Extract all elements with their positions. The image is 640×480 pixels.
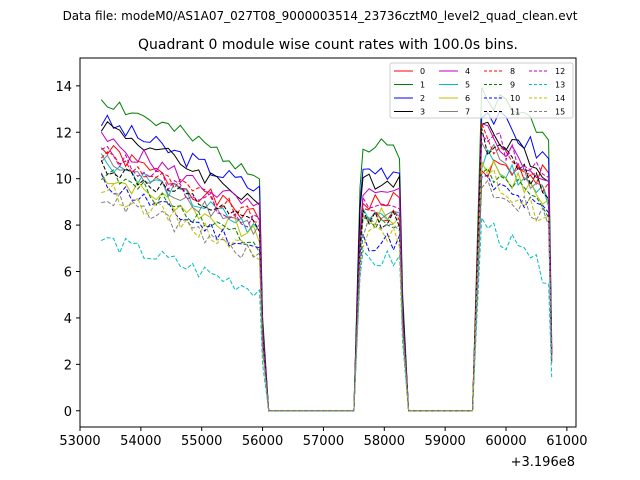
x-tick-label: 60000 — [485, 434, 526, 449]
x-tick-label: 58000 — [364, 434, 405, 449]
series-line-11 — [100, 128, 553, 412]
legend-box — [389, 62, 574, 119]
legend-label-11: 11 — [510, 108, 520, 117]
y-tick-label: 2 — [64, 358, 72, 373]
y-tick-label: 4 — [64, 312, 72, 327]
x-tick-label: 54000 — [120, 434, 161, 449]
y-axis: 0 2 4 6 8 10 12 14 — [55, 80, 80, 420]
series-line-9 — [100, 167, 553, 412]
legend-label-9: 9 — [510, 81, 515, 90]
x-tick-label: 55000 — [181, 434, 222, 449]
y-tick-label: 10 — [55, 173, 72, 188]
legend-label-4: 4 — [465, 67, 470, 76]
series-line-6 — [100, 159, 553, 412]
legend-label-0: 0 — [420, 67, 425, 76]
legend-label-2: 2 — [420, 94, 425, 103]
x-tick-label: 61000 — [546, 434, 587, 449]
series-line-15 — [101, 179, 553, 412]
series-line-13 — [101, 216, 553, 412]
chart-suptitle: Data file: modeM0/AS1A07_027T08_90000035… — [63, 9, 578, 23]
plot-frame — [79, 57, 577, 428]
series-line-2 — [100, 110, 553, 412]
series-lines — [100, 87, 553, 412]
x-tick-label: 59000 — [424, 434, 465, 449]
legend-label-3: 3 — [420, 108, 425, 117]
series-line-12 — [101, 132, 553, 412]
legend-label-1: 1 — [420, 81, 425, 90]
legend-label-7: 7 — [465, 108, 470, 117]
legend-label-14: 14 — [555, 94, 565, 103]
legend-label-12: 12 — [555, 67, 565, 76]
chart-title: Quadrant 0 module wise count rates with … — [138, 37, 518, 53]
series-line-10 — [100, 173, 553, 412]
x-tick-label: 56000 — [242, 434, 283, 449]
x-tick-label: 53000 — [59, 434, 100, 449]
legend-label-13: 13 — [555, 81, 565, 90]
y-tick-label: 8 — [64, 219, 72, 234]
x-tick-label: 57000 — [303, 434, 344, 449]
legend-label-5: 5 — [465, 81, 470, 90]
series-line-1 — [100, 87, 553, 412]
y-tick-label: 0 — [64, 405, 72, 420]
y-tick-label: 14 — [55, 80, 72, 95]
legend-label-6: 6 — [465, 94, 470, 103]
legend-label-10: 10 — [510, 94, 520, 103]
series-line-3 — [100, 121, 553, 412]
series-line-7 — [100, 140, 553, 412]
series-line-14 — [101, 161, 553, 412]
y-tick-label: 12 — [55, 126, 72, 141]
legend-label-8: 8 — [510, 67, 515, 76]
x-axis: 53000 54000 55000 56000 57000 58000 59000 60000… — [59, 427, 588, 449]
x-offset-label: +3.196e8 — [511, 455, 575, 470]
legend-label-15: 15 — [555, 108, 565, 117]
y-tick-label: 6 — [64, 266, 72, 281]
